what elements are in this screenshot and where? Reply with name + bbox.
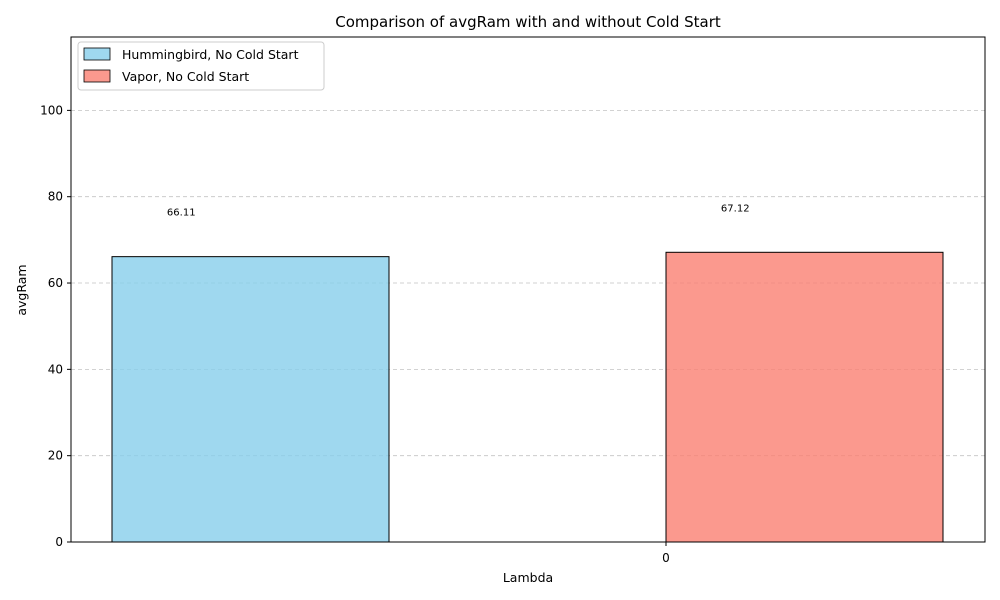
chart-title: Comparison of avgRam with and without Co… (335, 13, 721, 31)
legend-swatch-vapor (83, 69, 111, 83)
x-tick-label: 0 (662, 551, 670, 565)
bar-hummingbird (111, 256, 390, 543)
legend-label-vapor: Vapor, No Cold Start (122, 69, 249, 84)
bar-vapor (665, 251, 944, 543)
legend-swatch-hummingbird (83, 47, 111, 61)
y-axis-label: avgRam (14, 264, 29, 315)
gridlines (71, 109, 985, 457)
legend: Hummingbird, No Cold Start Vapor, No Col… (77, 41, 325, 91)
x-axis-ticks: 0 (662, 542, 670, 565)
y-tick-label: 20 (48, 449, 63, 463)
y-tick-label: 0 (55, 535, 63, 549)
y-tick-label: 60 (48, 276, 63, 290)
y-axis-ticks: 0 20 40 60 80 100 (40, 103, 71, 549)
y-tick-label: 80 (48, 190, 63, 204)
legend-box (77, 41, 325, 91)
data-labels: 66.11 67.12 (167, 203, 750, 218)
y-tick-label: 100 (40, 103, 63, 117)
plot-frame (70, 36, 986, 543)
bars (111, 251, 944, 543)
x-axis-label: Lambda (503, 570, 553, 585)
y-tick-label: 40 (48, 362, 63, 376)
legend-label-hummingbird: Hummingbird, No Cold Start (122, 47, 299, 62)
data-label-hummingbird: 66.11 (167, 208, 196, 219)
data-label-vapor: 67.12 (721, 203, 750, 214)
